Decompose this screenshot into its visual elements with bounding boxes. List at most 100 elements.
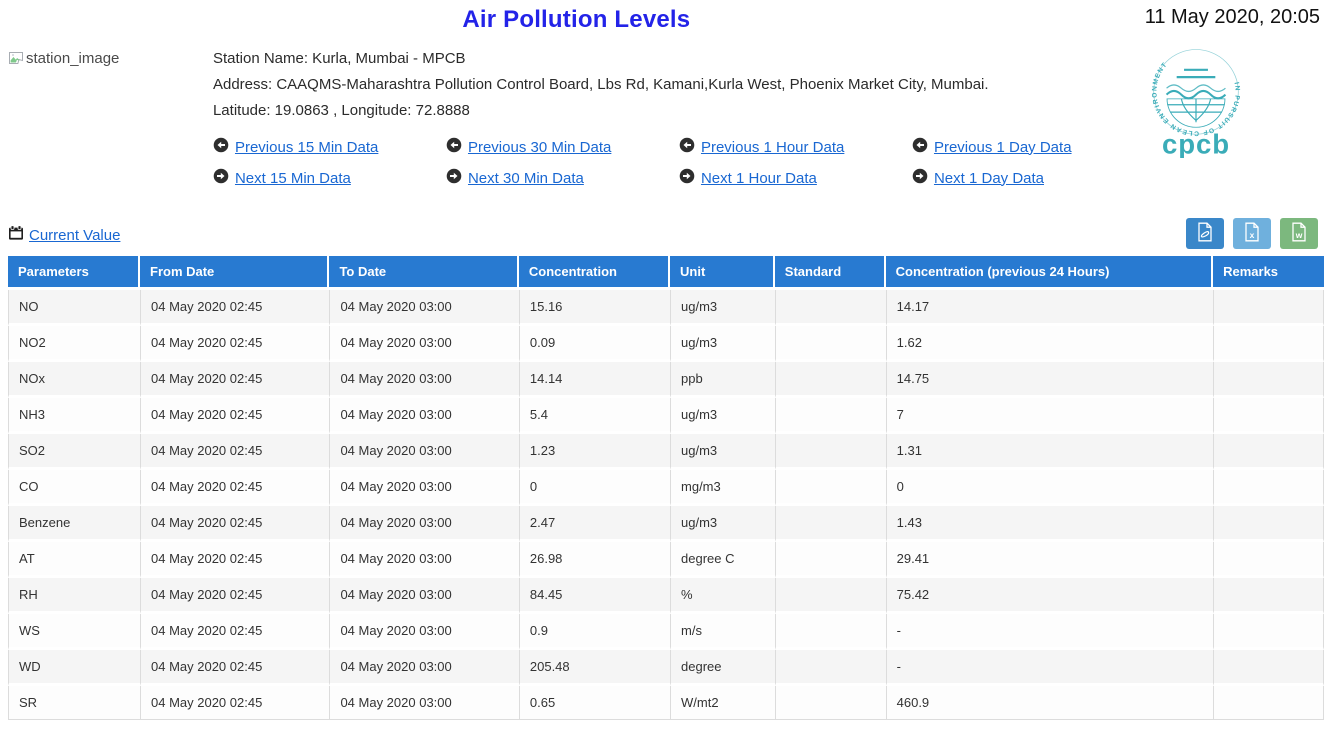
table-cell [1213,686,1324,720]
station-address: Address: CAAQMS-Maharashtra Pollution Co… [213,72,1145,98]
page-title: Air Pollution Levels [462,6,690,33]
current-value-link[interactable]: Current Value [29,227,120,244]
nav-previous-15min[interactable]: Previous 15 Min Data [213,137,446,157]
svg-text:w: w [1295,230,1303,240]
table-cell: 04 May 2020 03:00 [329,398,518,434]
time-navigation-links: Previous 15 Min Data Previous 30 Min Dat… [213,137,1145,188]
table-cell: 04 May 2020 03:00 [329,290,518,326]
arrow-circle-left-icon [446,137,462,157]
pollution-data-table: ParametersFrom DateTo DateConcentrationU… [8,256,1324,720]
nav-next-1day[interactable]: Next 1 Day Data [912,168,1145,188]
nav-previous-30min[interactable]: Previous 30 Min Data [446,137,679,157]
station-image-alt-text: station_image [26,50,119,67]
table-row: NOx04 May 2020 02:4504 May 2020 03:0014.… [8,362,1324,398]
table-cell [1213,542,1324,578]
table-row: NO204 May 2020 02:4504 May 2020 03:000.0… [8,326,1324,362]
table-cell: NO [8,290,140,326]
table-cell: 0 [519,470,670,506]
table-cell: 04 May 2020 02:45 [140,434,329,470]
table-cell: 205.48 [519,650,670,686]
column-header: Unit [670,256,775,290]
table-cell: NO2 [8,326,140,362]
table-cell: 04 May 2020 02:45 [140,650,329,686]
previous-15min-link[interactable]: Previous 15 Min Data [235,139,378,156]
nav-previous-1hour[interactable]: Previous 1 Hour Data [679,137,912,157]
table-cell: AT [8,542,140,578]
table-cell [1213,434,1324,470]
next-1day-link[interactable]: Next 1 Day Data [934,170,1044,187]
station-info: Station Name: Kurla, Mumbai - MPCB Addre… [213,46,1145,188]
table-cell [1213,398,1324,434]
table-cell: 29.41 [886,542,1213,578]
table-cell: 84.45 [519,578,670,614]
cpcb-logo-wrap: IN PURSUIT OF CLEAN ENVIRONMENT cpcb [1145,46,1324,188]
top-header: Air Pollution Levels 11 May 2020, 20:05 [8,6,1324,34]
export-excel-button[interactable]: x [1233,218,1271,249]
table-cell: degree [670,650,775,686]
nav-next-1hour[interactable]: Next 1 Hour Data [679,168,912,188]
table-cell [1213,290,1324,326]
cpcb-logo: IN PURSUIT OF CLEAN ENVIRONMENT cpcb [1150,46,1242,188]
table-cell: ug/m3 [670,290,775,326]
column-header: Remarks [1213,256,1324,290]
next-1hour-link[interactable]: Next 1 Hour Data [701,170,817,187]
arrow-circle-left-icon [912,137,928,157]
nav-previous-1day[interactable]: Previous 1 Day Data [912,137,1145,157]
table-row: NO04 May 2020 02:4504 May 2020 03:0015.1… [8,290,1324,326]
table-cell: NH3 [8,398,140,434]
export-word-button[interactable]: w [1280,218,1318,249]
arrow-circle-right-icon [213,168,229,188]
table-cell: 04 May 2020 03:00 [329,578,518,614]
table-cell: 460.9 [886,686,1213,720]
column-header: Concentration (previous 24 Hours) [886,256,1213,290]
export-pdf-button[interactable] [1186,218,1224,249]
table-cell [775,650,886,686]
table-cell: WS [8,614,140,650]
table-cell: 0 [886,470,1213,506]
broken-image-icon [8,50,24,71]
table-cell: 04 May 2020 02:45 [140,398,329,434]
table-cell: WD [8,650,140,686]
previous-30min-link[interactable]: Previous 30 Min Data [468,139,611,156]
table-cell: SO2 [8,434,140,470]
table-cell: ppb [670,362,775,398]
table-cell: 04 May 2020 02:45 [140,290,329,326]
table-cell [775,686,886,720]
table-cell: m/s [670,614,775,650]
table-cell [775,290,886,326]
table-cell: 04 May 2020 02:45 [140,362,329,398]
column-header: Parameters [8,256,140,290]
arrow-circle-right-icon [679,168,695,188]
previous-1hour-link[interactable]: Previous 1 Hour Data [701,139,844,156]
table-cell: 04 May 2020 03:00 [329,506,518,542]
next-15min-link[interactable]: Next 15 Min Data [235,170,351,187]
previous-1day-link[interactable]: Previous 1 Day Data [934,139,1072,156]
table-cell [775,362,886,398]
table-row: SO204 May 2020 02:4504 May 2020 03:001.2… [8,434,1324,470]
table-cell: - [886,614,1213,650]
word-file-icon: w [1290,222,1308,245]
table-cell: Benzene [8,506,140,542]
table-cell: 04 May 2020 03:00 [329,326,518,362]
column-header: From Date [140,256,329,290]
nav-next-30min[interactable]: Next 30 Min Data [446,168,679,188]
table-cell [775,326,886,362]
table-cell: 14.75 [886,362,1213,398]
next-30min-link[interactable]: Next 30 Min Data [468,170,584,187]
nav-next-15min[interactable]: Next 15 Min Data [213,168,446,188]
current-datetime: 11 May 2020, 20:05 [1145,6,1324,29]
toolbar: Current Value x [8,218,1324,249]
table-cell [1213,470,1324,506]
column-header: To Date [329,256,518,290]
table-cell: 04 May 2020 03:00 [329,542,518,578]
current-value-wrap: Current Value [8,225,1186,249]
table-cell: 04 May 2020 03:00 [329,434,518,470]
table-cell: 04 May 2020 02:45 [140,542,329,578]
table-cell: 04 May 2020 03:00 [329,650,518,686]
column-header: Concentration [519,256,670,290]
column-header: Standard [775,256,886,290]
station-image: station_image [8,46,213,188]
table-cell [1213,506,1324,542]
table-cell: ug/m3 [670,326,775,362]
table-cell: 0.65 [519,686,670,720]
